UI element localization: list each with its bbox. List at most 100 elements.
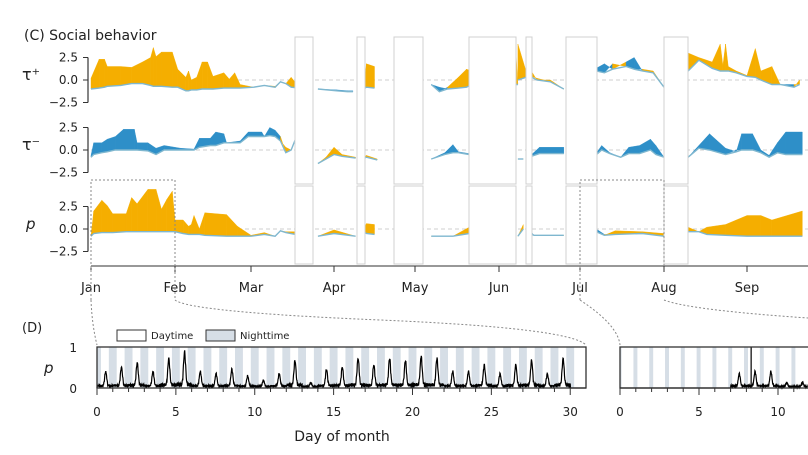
- panel-d: 0 5 10 15 20 25 30 0 5 10: [93, 346, 808, 419]
- area-fill: [628, 145, 640, 154]
- panel-d-x-label: Day of month: [294, 429, 389, 445]
- y-tick-label: −2.5: [49, 96, 78, 110]
- null-line: [431, 232, 470, 237]
- panel-c-x-axis: Jan Feb Mar Apr May Jun Jul Aug Sep: [80, 265, 808, 296]
- area-fill: [706, 224, 726, 236]
- gap-mask-box: [356, 36, 366, 185]
- area-fill: [539, 147, 564, 154]
- area-fill: [134, 129, 138, 151]
- area-fill: [736, 133, 742, 152]
- nighttime-band: [665, 347, 669, 388]
- area-fill: [101, 199, 108, 233]
- area-fill: [517, 43, 527, 81]
- gap-mask-box: [663, 185, 689, 265]
- null-line: [317, 88, 353, 93]
- nighttime-band: [471, 347, 480, 388]
- null-line: [688, 230, 803, 237]
- area-fill: [777, 131, 786, 155]
- area-fill: [126, 197, 132, 232]
- nighttime-band: [424, 347, 433, 388]
- area-fill: [746, 48, 756, 78]
- panel-d-ytick-1: 1: [69, 341, 77, 355]
- area-fill: [199, 212, 206, 236]
- area-fill: [147, 189, 157, 232]
- gap-mask-box: [393, 185, 424, 265]
- area-fill: [101, 138, 108, 153]
- y-tick-label: 0.0: [59, 73, 78, 87]
- nighttime-band: [266, 347, 275, 388]
- area-fill: [161, 199, 168, 232]
- legend-daytime-swatch: [116, 329, 147, 342]
- area-fill: [136, 188, 149, 232]
- area-fill: [207, 61, 214, 90]
- x-tick-label: Sep: [735, 281, 760, 296]
- x-tick-label: 0: [93, 405, 101, 419]
- area-fill: [161, 51, 173, 88]
- area-fill: [226, 214, 238, 237]
- null-line: [431, 151, 470, 160]
- area-fill: [142, 57, 151, 86]
- area-fill: [210, 131, 216, 146]
- zoom-box-jan: [90, 179, 176, 300]
- area-fill: [112, 213, 127, 233]
- area-fill: [741, 133, 753, 151]
- x-tick-label: 5: [172, 405, 180, 419]
- nighttime-band: [791, 347, 796, 388]
- area-fill: [188, 70, 192, 92]
- area-fill: [785, 131, 803, 155]
- area-fill: [115, 128, 124, 151]
- area-fill: [107, 136, 116, 153]
- zoom-box-jul: [579, 179, 665, 300]
- area-fill: [131, 196, 138, 232]
- subplot-frame: [96, 346, 587, 389]
- nighttime-band: [775, 347, 780, 388]
- connector-curve: [90, 299, 98, 346]
- y-tick-label: −2.5: [49, 166, 78, 180]
- x-tick-label: 10: [770, 405, 785, 419]
- nighttime-band: [298, 347, 307, 388]
- null-line: [528, 232, 564, 237]
- nighttime-band: [313, 347, 322, 388]
- x-tick-label: May: [402, 281, 429, 296]
- area-fill: [771, 210, 803, 237]
- nighttime-band: [203, 347, 212, 388]
- nighttime-band: [455, 347, 464, 388]
- y-tick-label: 0.0: [59, 222, 78, 236]
- area-fill: [458, 68, 467, 89]
- area-fill: [150, 47, 154, 87]
- nighttime-band: [376, 347, 385, 388]
- nighttime-band: [649, 347, 654, 388]
- nighttime-band: [250, 347, 259, 388]
- x-tick-label: Jan: [80, 281, 101, 296]
- null-line: [517, 76, 527, 81]
- x-tick-label: Jun: [488, 281, 509, 296]
- y-axis-label: τ⁻: [22, 135, 40, 154]
- x-tick-label: Apr: [323, 281, 346, 296]
- connector-curve: [579, 299, 621, 346]
- area-fill: [120, 66, 132, 86]
- nighttime-band: [235, 347, 243, 388]
- null-line: [90, 80, 300, 92]
- connector-curve: [174, 299, 587, 346]
- x-tick-label: 5: [695, 405, 703, 419]
- nighttime-band: [108, 347, 117, 388]
- null-line: [687, 147, 803, 158]
- nighttime-band: [97, 347, 101, 388]
- nighttime-band: [620, 347, 622, 388]
- x-tick-label: Aug: [651, 281, 676, 296]
- y-axis-label: p: [25, 215, 36, 233]
- nighttime-band: [219, 347, 228, 388]
- x-tick-label: 10: [247, 405, 262, 419]
- nighttime-band: [728, 347, 733, 388]
- nighttime-band: [680, 347, 685, 388]
- gap-mask-box: [294, 185, 314, 265]
- area-fill: [237, 225, 252, 237]
- zoom-connectors: [90, 179, 808, 346]
- y-tick-label: 2.5: [59, 121, 78, 135]
- gap-mask-box: [356, 185, 366, 265]
- x-tick-label: 15: [326, 405, 341, 419]
- nighttime-band: [140, 347, 149, 388]
- legend: Daytime Nighttime: [116, 329, 289, 342]
- nighttime-band: [566, 347, 575, 388]
- area-fill: [196, 61, 203, 91]
